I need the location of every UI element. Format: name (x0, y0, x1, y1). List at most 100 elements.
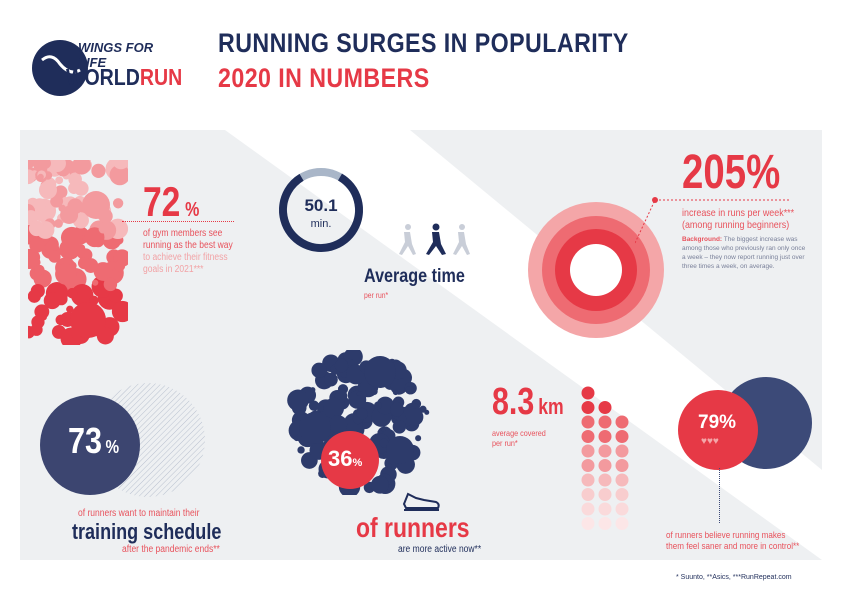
bubble (60, 226, 83, 249)
active-sub: are more active now** (398, 544, 482, 555)
increase-text: increase in runs per week*** (682, 207, 795, 219)
bubble (297, 446, 305, 454)
bubble (598, 415, 612, 429)
runners-icon (399, 223, 470, 255)
bubble (103, 277, 118, 292)
bubble (112, 198, 124, 209)
bubble (33, 198, 46, 211)
increase-text: (among running beginners) (682, 219, 790, 231)
bubble (68, 172, 82, 187)
leader-line (635, 197, 790, 244)
time-unit: min. (310, 218, 332, 230)
bubble (598, 488, 612, 501)
bubble (28, 160, 36, 168)
hearts-icon: ♥♥♥ (701, 436, 719, 447)
bubble (77, 257, 91, 270)
page-subtitle: 2020 IN NUMBERS (218, 63, 430, 93)
schedule-value: 73 (68, 420, 103, 461)
active-value: 36 (328, 446, 353, 471)
bubble (48, 250, 61, 263)
bubble (77, 249, 88, 259)
bubble (67, 198, 83, 215)
saner-value: 79% (698, 412, 737, 433)
bubble (91, 163, 106, 179)
bubble (29, 237, 45, 253)
bubble (615, 502, 629, 516)
bubble (39, 181, 57, 199)
bubble (334, 358, 349, 373)
bubble (374, 401, 382, 410)
bubble (615, 517, 629, 530)
bubble (581, 430, 595, 443)
bubble (386, 436, 414, 464)
venn-saner (678, 377, 812, 470)
bubble (598, 430, 612, 443)
gym-text: running as the best way (143, 240, 233, 251)
bubble (356, 408, 368, 420)
bubble (310, 387, 316, 393)
bubble (72, 160, 91, 175)
bubble (581, 517, 595, 530)
active-label: of runners (356, 512, 470, 543)
bubble (114, 260, 126, 272)
bubble (28, 220, 45, 237)
bubble (112, 160, 128, 170)
bubble (93, 262, 113, 281)
bubble (82, 191, 110, 219)
saner-text: them feel saner and more in control** (666, 541, 800, 552)
bubble (39, 160, 52, 169)
gym-text: to achieve their fitness (143, 252, 228, 263)
bubble (615, 415, 629, 429)
bubble (615, 430, 629, 443)
bubble (43, 292, 61, 310)
schedule-sub: after the pandemic ends** (122, 544, 220, 555)
bubble (405, 385, 414, 395)
leader-line (719, 468, 720, 523)
time-label: Average time (364, 266, 465, 287)
bubble (66, 287, 78, 299)
bubble (364, 356, 396, 388)
bubble (287, 389, 309, 412)
bubble (108, 288, 123, 303)
bubble (92, 279, 99, 286)
logo-run: RUN (139, 64, 183, 90)
concentric-rings (528, 202, 664, 338)
bubble (70, 283, 94, 307)
background-note: Background: The biggest increase was amo… (682, 236, 806, 270)
bubble (581, 401, 595, 414)
bubble (348, 390, 367, 409)
bubble (615, 473, 629, 487)
bubble (598, 444, 612, 458)
bubble (424, 409, 430, 415)
bubble (615, 459, 629, 472)
gym-stat-value: 72 (143, 178, 181, 225)
bubble (61, 196, 69, 204)
bubble (55, 176, 64, 185)
bubble (50, 194, 64, 208)
distance-text: average covered (492, 428, 546, 438)
bubble (329, 415, 348, 434)
bubble (293, 414, 298, 419)
bubble (311, 362, 327, 378)
bubble (299, 412, 331, 444)
time-ring (279, 168, 363, 252)
bubble (615, 488, 629, 501)
bubble (28, 248, 40, 269)
schedule-text: of runners want to maintain their (78, 508, 200, 519)
bubble (389, 402, 405, 417)
bubble (415, 435, 422, 442)
bubble (598, 459, 612, 472)
bubble (30, 323, 43, 336)
bubble (48, 160, 66, 173)
bubble (370, 388, 378, 396)
bubble (109, 164, 128, 186)
bubble (84, 227, 105, 248)
bubble (376, 396, 395, 415)
distance-text: per run* (492, 438, 518, 448)
bubble (323, 372, 338, 387)
bubble (379, 438, 389, 448)
bubble (111, 300, 128, 323)
time-sub: per run* (364, 291, 389, 300)
bubble (98, 224, 108, 234)
bubble (55, 263, 77, 285)
